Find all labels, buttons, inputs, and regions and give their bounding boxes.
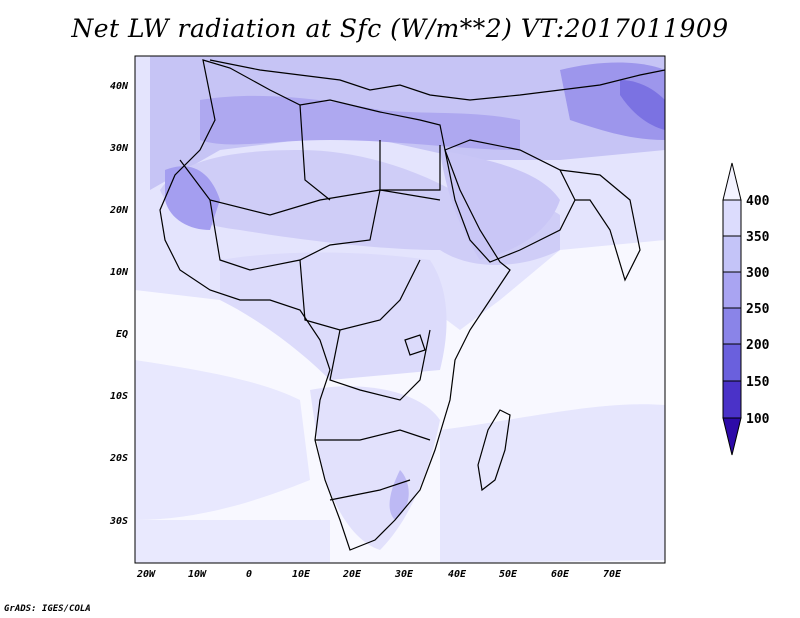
- lat-tick-label: 30N: [109, 143, 129, 154]
- lat-tick-label: 20N: [109, 205, 129, 216]
- contour-fill: [135, 56, 665, 563]
- lon-tick-label: 20E: [342, 569, 362, 580]
- lat-tick-label: EQ: [116, 329, 128, 340]
- colorbar-label: 200: [746, 338, 770, 353]
- colorbar-label: 350: [746, 230, 770, 245]
- lat-ticks: 40N 30N 20N 10N EQ 10S 20S 30S: [109, 81, 129, 527]
- country-border: [329, 329, 431, 401]
- colorbar-label: 100: [746, 412, 770, 427]
- lon-tick-label: 0: [246, 569, 252, 580]
- lon-tick-label: 60E: [551, 569, 570, 580]
- asia-coastline: [559, 169, 641, 282]
- colorbar-bottom-arrow: [722, 417, 742, 456]
- colorbar-segment: [722, 271, 742, 309]
- colorbar-segment: [722, 199, 742, 237]
- lat-tick-label: 10S: [110, 391, 128, 402]
- colorbar-label: 150: [746, 375, 770, 390]
- country-border: [299, 259, 421, 331]
- lon-tick-label: 20W: [136, 569, 156, 580]
- africa-coastline: [159, 59, 511, 551]
- arabia-coastline: [444, 139, 576, 263]
- colorbar-segment: [722, 380, 742, 419]
- colorbar-label: 400: [746, 194, 770, 209]
- lon-tick-label: 10W: [188, 569, 207, 580]
- colorbar-segment: [722, 307, 742, 345]
- lon-tick-label: 50E: [499, 569, 518, 580]
- colorbar-label: 300: [746, 266, 770, 281]
- europe-coastline: [209, 59, 665, 101]
- lon-tick-label: 30E: [394, 569, 414, 580]
- colorbar-segment: [722, 343, 742, 382]
- country-border: [329, 479, 411, 501]
- lat-tick-label: 40N: [110, 81, 129, 92]
- colorbar: 400 350 300 250 200 150 100: [722, 162, 770, 456]
- lat-tick-label: 20S: [109, 453, 128, 464]
- coastlines: [159, 59, 665, 551]
- plot-title: Net LW radiation at Sfc (W/m**2) VT:2017…: [71, 14, 729, 43]
- madagascar-coastline: [477, 409, 511, 492]
- colorbar-top-arrow: [722, 162, 742, 201]
- lon-tick-label: 70E: [603, 569, 622, 580]
- lat-tick-label: 30S: [109, 516, 128, 527]
- country-border: [299, 104, 331, 201]
- colorbar-segment: [722, 235, 742, 273]
- colorbar-label: 250: [746, 302, 770, 317]
- lon-tick-label: 40E: [448, 569, 467, 580]
- lon-ticks: 20W 10W 0 10E 20E 30E 40E 50E 60E 70E: [136, 569, 622, 580]
- grads-credit: GrADS: IGES/COLA: [4, 604, 91, 614]
- lake-victoria: [404, 334, 426, 356]
- lon-tick-label: 10E: [292, 569, 311, 580]
- country-border: [315, 429, 431, 441]
- lat-tick-label: 10N: [110, 267, 129, 278]
- country-border: [179, 159, 441, 216]
- plot-frame: [134, 55, 666, 564]
- country-border: [379, 140, 441, 191]
